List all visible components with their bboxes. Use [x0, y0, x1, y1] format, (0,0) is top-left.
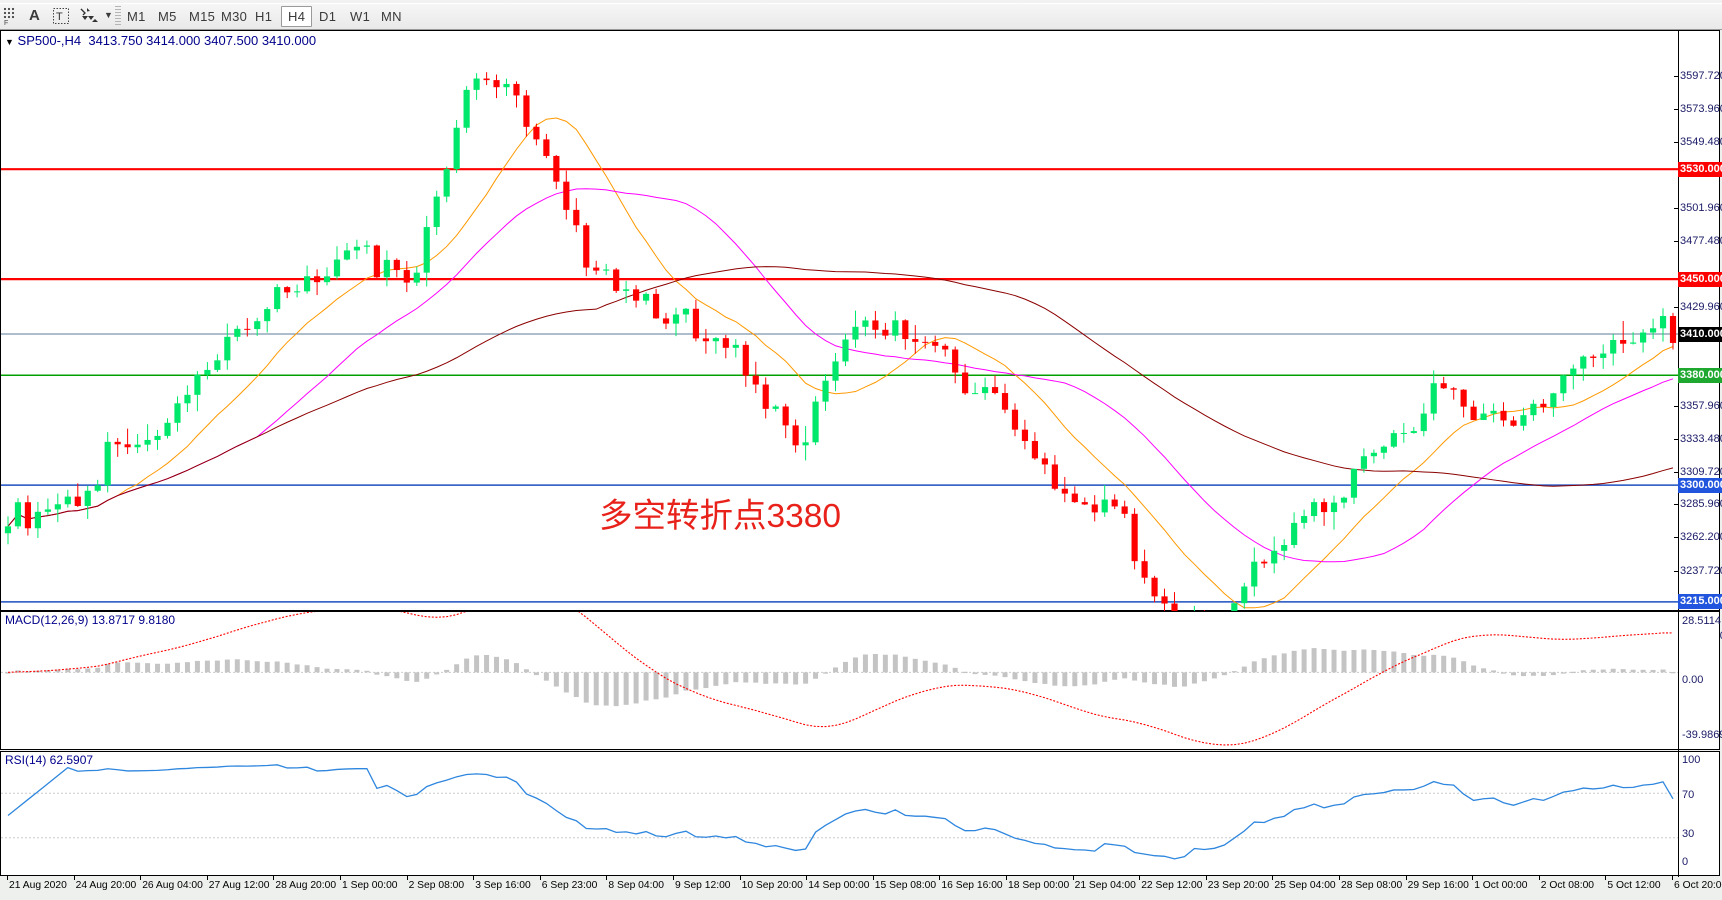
svg-text:T: T: [56, 11, 63, 23]
svg-text:F: F: [4, 20, 8, 26]
